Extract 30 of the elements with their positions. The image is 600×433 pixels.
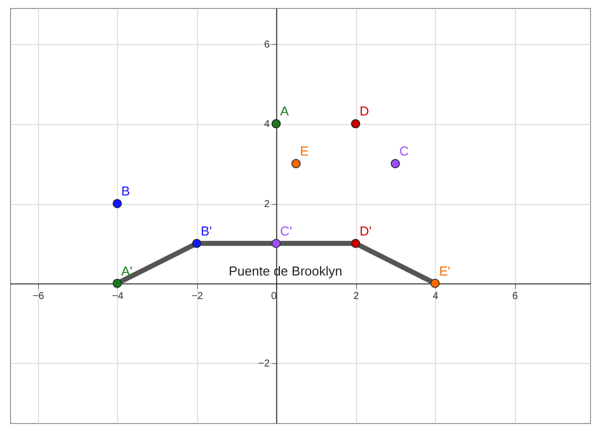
series-label: B (121, 184, 130, 199)
x-tick-label: 4 (432, 290, 439, 302)
y-tick-label: −2 (258, 358, 270, 370)
point (192, 238, 202, 248)
point (430, 278, 440, 288)
series-label: C (399, 144, 409, 159)
point (112, 198, 122, 208)
x-tick-label: −2 (192, 290, 204, 302)
point (291, 159, 301, 168)
y-tick-label: 2 (264, 199, 270, 210)
x-tick-label: −6 (32, 290, 44, 302)
series-label: C' (280, 223, 292, 238)
y-tick-label: 4 (264, 119, 270, 130)
series-label: D' (360, 223, 372, 238)
series-label: A' (121, 263, 132, 278)
point (390, 159, 400, 168)
point (351, 238, 360, 248)
x-tick-label: 2 (353, 290, 360, 302)
point (351, 119, 360, 128)
y-tick-label: 6 (264, 39, 270, 50)
x-tick-label: 6 (512, 290, 518, 302)
series-label: E (300, 144, 310, 159)
series-label: A (280, 104, 290, 119)
x-tick-label: −4 (112, 290, 124, 302)
series-label: D (360, 104, 370, 119)
series-label: B' (200, 223, 212, 238)
point (272, 119, 281, 128)
point (272, 238, 281, 248)
series-label: E' (439, 263, 450, 278)
point (112, 278, 122, 288)
